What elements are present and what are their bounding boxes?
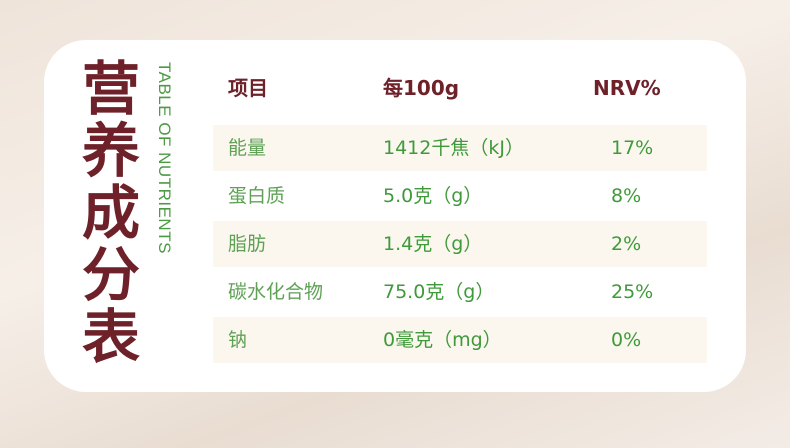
- title-char: 成: [81, 179, 140, 247]
- table-row: 钠 0毫克（mg） 0%: [213, 317, 707, 363]
- header-per-100g: 每100g: [383, 76, 460, 100]
- table-row: 脂肪 1.4克（g） 2%: [213, 221, 707, 267]
- nutrient-name: 碳水化合物: [228, 281, 324, 303]
- nutrient-amount: 75.0克（g）: [383, 281, 495, 303]
- title-char: 分: [81, 241, 140, 309]
- nutrient-amount: 1412千焦（kJ）: [383, 137, 524, 159]
- nutrient-name: 钠: [228, 329, 248, 351]
- header-item: 项目: [228, 76, 268, 100]
- table-row: 碳水化合物 75.0克（g） 25%: [213, 269, 707, 315]
- title-char: 营: [81, 55, 140, 123]
- nutrient-nrv: 17%: [611, 137, 654, 159]
- title-char: 表: [81, 303, 140, 371]
- nutrient-amount: 1.4克（g）: [383, 233, 483, 255]
- nutrition-title: 营 养 成 分 表: [78, 58, 144, 368]
- nutrient-name: 蛋白质: [228, 185, 286, 207]
- nutrient-amount: 5.0克（g）: [383, 185, 483, 207]
- nutrient-amount: 0毫克（mg）: [383, 329, 502, 351]
- nutrient-nrv: 25%: [611, 281, 654, 303]
- nutrient-name: 脂肪: [228, 233, 267, 255]
- table-row: 能量 1412千焦（kJ） 17%: [213, 125, 707, 171]
- nutrient-nrv: 2%: [611, 233, 642, 255]
- nutrient-name: 能量: [228, 137, 267, 159]
- nutrient-nrv: 0%: [611, 329, 642, 351]
- english-subtitle: TABLE OF NUTRIENTS: [155, 62, 174, 254]
- title-char: 养: [81, 117, 140, 185]
- header-nrv: NRV%: [593, 76, 661, 100]
- table-row: 蛋白质 5.0克（g） 8%: [213, 173, 707, 219]
- nutrient-nrv: 8%: [611, 185, 642, 207]
